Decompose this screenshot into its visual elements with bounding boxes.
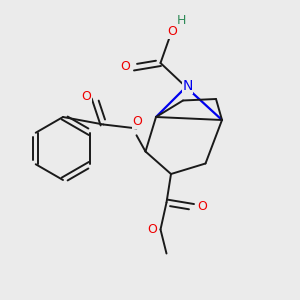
Text: O: O [168, 25, 177, 38]
Text: O: O [120, 60, 130, 74]
Text: O: O [147, 223, 157, 236]
Text: O: O [133, 115, 142, 128]
Text: O: O [81, 90, 91, 104]
Text: O: O [198, 200, 207, 214]
Text: H: H [177, 14, 186, 27]
Text: N: N [182, 80, 193, 93]
